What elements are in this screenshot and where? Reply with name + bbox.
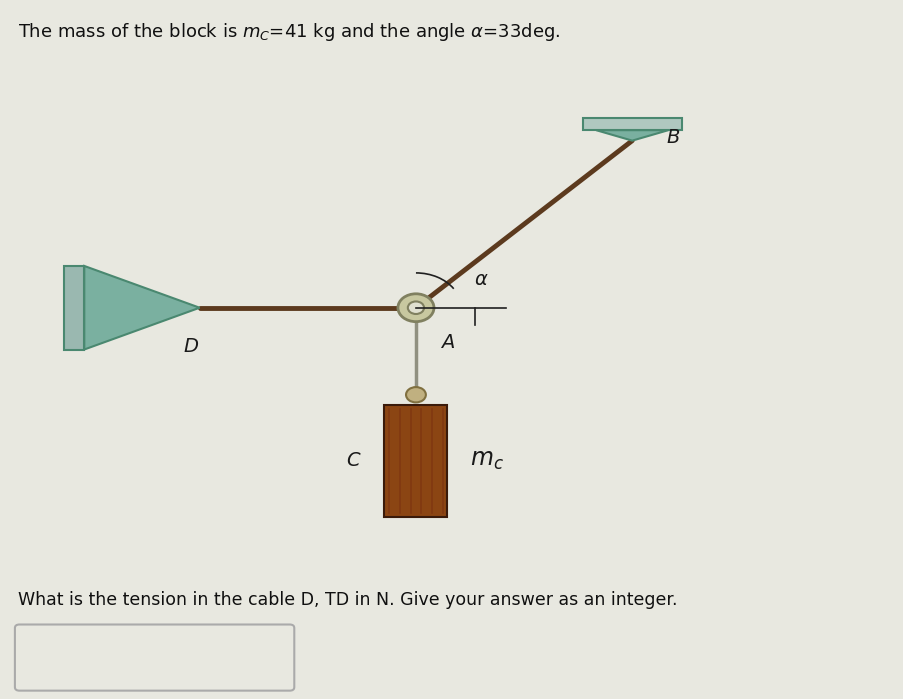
Circle shape <box>407 301 424 314</box>
Text: B: B <box>666 128 679 147</box>
Bar <box>64 266 84 350</box>
Text: What is the tension in the cable D, TD in N. Give your answer as an integer.: What is the tension in the cable D, TD i… <box>18 591 677 609</box>
Bar <box>582 117 681 130</box>
Text: $m_c$: $m_c$ <box>470 449 503 473</box>
Ellipse shape <box>405 387 425 403</box>
Text: C: C <box>346 452 359 470</box>
Polygon shape <box>84 266 200 350</box>
Bar <box>384 405 447 517</box>
Circle shape <box>397 294 433 322</box>
Text: A: A <box>441 333 453 352</box>
Polygon shape <box>596 130 667 140</box>
Text: α: α <box>474 271 487 289</box>
Text: The mass of the block is $m_C$=41 kg and the angle $\alpha$=33deg.: The mass of the block is $m_C$=41 kg and… <box>18 21 560 43</box>
Text: D: D <box>183 336 198 356</box>
